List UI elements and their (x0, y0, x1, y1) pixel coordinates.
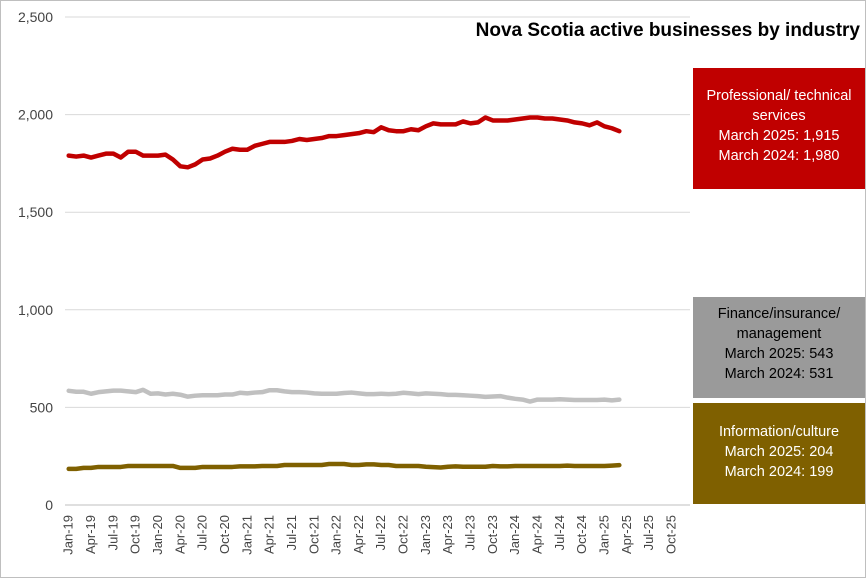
x-tick-label: Apr-22 (351, 515, 366, 554)
series-line (66, 115, 622, 170)
callout-professional-technical: Professional/ technical services March 2… (693, 68, 865, 189)
series-line (66, 387, 622, 404)
callout-information-culture: Information/culture March 2025: 204 Marc… (693, 403, 865, 504)
x-tick-label: Apr-20 (172, 515, 187, 554)
y-tick-label: 2,000 (18, 107, 53, 123)
callout-label: Finance/insurance/ (717, 306, 841, 322)
gridlines (65, 16, 690, 506)
y-tick-label: 500 (30, 399, 54, 415)
callout-value-2024: March 2024: 199 (724, 464, 834, 480)
x-tick-label: Jan-24 (507, 515, 522, 555)
x-tick-label: Apr-21 (262, 515, 277, 554)
callout-finance-insurance: Finance/insurance/ management March 2025… (693, 297, 865, 398)
x-tick-label: Apr-25 (619, 515, 634, 554)
callout-label: services (752, 108, 806, 124)
x-tick-label: Jul-25 (641, 515, 656, 550)
y-tick-label: 0 (45, 497, 53, 513)
callout-value-2025: March 2025: 204 (724, 444, 834, 460)
y-tick-label: 1,500 (18, 204, 53, 220)
x-tick-label: Oct-24 (574, 515, 589, 554)
callout-label: management (736, 326, 822, 342)
callout-value-2025: March 2025: 1,915 (718, 128, 840, 144)
x-tick-label: Jul-19 (105, 515, 120, 550)
y-tick-label: 1,000 (18, 302, 53, 318)
x-tick-label: Oct-19 (128, 515, 143, 554)
callout-value-2024: March 2024: 531 (724, 366, 834, 382)
x-tick-label: Oct-25 (663, 515, 678, 554)
series-line (66, 461, 622, 472)
x-tick-label: Oct-21 (306, 515, 321, 554)
x-tick-label: Jan-23 (418, 515, 433, 555)
x-axis-ticks: Jan-19 Apr-19 Jul-19 Oct-19 Jan-20 Apr-20 Jul-… (61, 515, 679, 555)
x-tick-label: Oct-22 (396, 515, 411, 554)
x-tick-label: Jul-24 (552, 515, 567, 550)
x-tick-label: Apr-24 (529, 515, 544, 554)
callout-value-2024: March 2024: 1,980 (718, 148, 840, 164)
x-tick-label: Jan-21 (239, 515, 254, 555)
y-tick-label: 2,500 (18, 9, 53, 25)
x-tick-label: Jul-23 (463, 515, 478, 550)
callout-value-2025: March 2025: 543 (724, 346, 834, 362)
y-axis-ticks: 0 500 1,000 1,500 2,000 2,500 (18, 9, 53, 513)
x-tick-label: Jul-21 (284, 515, 299, 550)
x-tick-label: Jan-25 (596, 515, 611, 555)
x-tick-label: Jan-19 (61, 515, 76, 555)
x-tick-label: Apr-19 (83, 515, 98, 554)
x-tick-label: Oct-23 (485, 515, 500, 554)
x-tick-label: Apr-23 (440, 515, 455, 554)
x-tick-label: Jan-22 (329, 515, 344, 555)
x-tick-label: Jan-20 (150, 515, 165, 555)
series-lines (66, 115, 622, 472)
chart-title: Nova Scotia active businesses by industr… (475, 20, 860, 41)
x-tick-label: Jul-22 (373, 515, 388, 550)
x-tick-label: Jul-20 (195, 515, 210, 550)
callout-label: Professional/ technical (706, 88, 852, 104)
callout-label: Information/culture (718, 424, 840, 440)
x-tick-label: Oct-20 (217, 515, 232, 554)
